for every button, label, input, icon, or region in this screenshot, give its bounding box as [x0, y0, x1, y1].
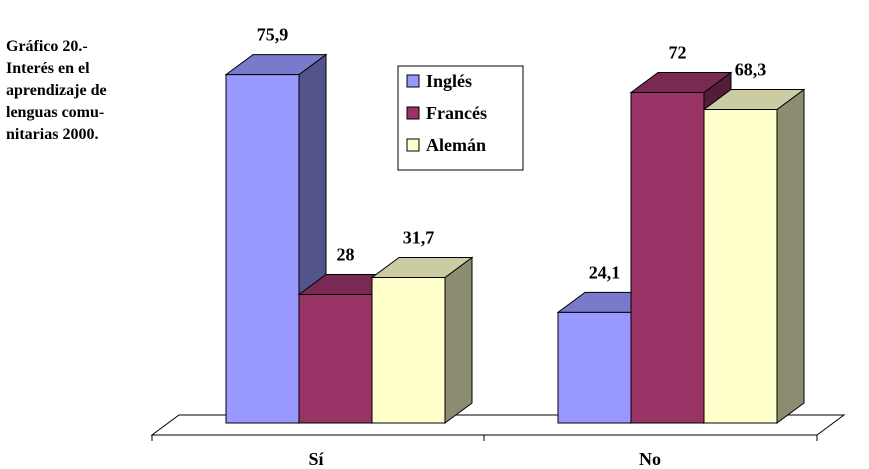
bar-front	[703, 109, 778, 424]
legend-label: Inglés	[426, 71, 472, 91]
title-line-4: lenguas comu-	[6, 104, 105, 121]
bar-front	[298, 293, 373, 424]
bar-side	[444, 256, 473, 424]
title-line-2: Interés en el	[6, 60, 90, 77]
data-label: 72	[669, 43, 687, 63]
bar-front	[557, 311, 632, 424]
bars-group: 75,9 28 31,7 24,1 72 68,3	[224, 25, 806, 424]
data-label: 28	[337, 244, 355, 264]
data-label: 75,9	[257, 25, 289, 45]
legend-label: Alemán	[426, 135, 486, 155]
bar-alemán-si: 31,7	[370, 227, 474, 424]
data-label: 24,1	[589, 262, 621, 282]
bar-front	[371, 276, 446, 424]
legend-swatch	[406, 106, 420, 120]
title-line-5: nitarias 2000.	[6, 126, 99, 143]
legend-label: Francés	[426, 103, 487, 123]
bar-front	[630, 92, 705, 424]
bar-front	[225, 74, 300, 424]
category-axis: Sí No	[151, 434, 818, 469]
category-label: Sí	[308, 449, 324, 469]
data-label: 31,7	[403, 227, 435, 247]
title-line-1: Gráfico 20.-	[6, 38, 88, 55]
legend-swatch	[406, 138, 420, 152]
category-label: No	[639, 449, 661, 469]
chart-title: Gráfico 20.- Interés en el aprendizaje d…	[6, 36, 166, 146]
legend: Inglés Francés Alemán	[397, 65, 524, 171]
legend-swatch	[406, 74, 420, 88]
data-label: 68,3	[735, 60, 767, 80]
title-line-3: aprendizaje de	[6, 82, 107, 99]
bar-side	[776, 88, 805, 424]
bar-alemán-no: 68,3	[702, 60, 806, 424]
